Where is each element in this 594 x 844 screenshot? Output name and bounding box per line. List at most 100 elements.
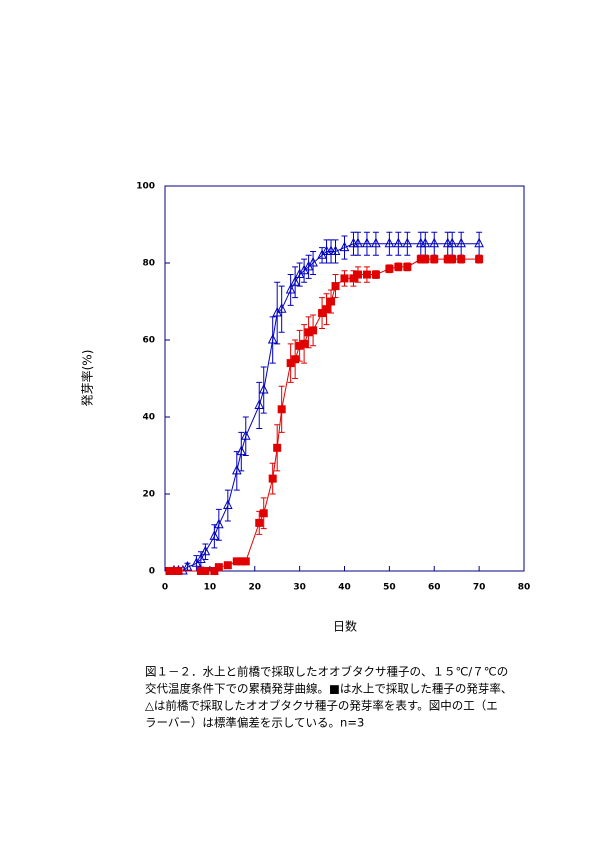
caption-line: △は前橋で採取したオオブタクサ種子の発芽率を表す。図中の工（エ xyxy=(145,699,498,713)
x-tick-label: 70 xyxy=(473,583,486,593)
marker xyxy=(384,237,395,248)
marker xyxy=(276,303,287,313)
error-bar xyxy=(305,254,312,279)
x-axis-title: 日数 xyxy=(333,619,357,634)
marker xyxy=(339,241,350,252)
y-tick-label: 60 xyxy=(142,336,155,346)
marker xyxy=(165,567,174,575)
marker xyxy=(209,530,220,540)
marker xyxy=(241,557,250,566)
marker xyxy=(403,262,412,271)
y-tick-label: 80 xyxy=(142,259,155,269)
error-bar xyxy=(372,231,379,256)
y-axis-title: 発芽率(%) xyxy=(80,350,95,407)
marker xyxy=(371,237,381,248)
marker xyxy=(285,283,296,294)
marker xyxy=(331,282,340,291)
marker xyxy=(327,297,336,306)
marker xyxy=(268,474,277,483)
x-tick-label: 80 xyxy=(518,583,531,593)
marker xyxy=(429,237,440,248)
marker xyxy=(443,255,452,264)
marker xyxy=(201,567,210,575)
error-bar xyxy=(404,231,411,256)
marker xyxy=(475,255,484,264)
marker xyxy=(402,237,413,248)
error-bar xyxy=(215,508,222,541)
marker xyxy=(291,355,300,364)
caption-line: 交代温度条件下での累積発芽曲線。■は水上で採取した種子の発芽率、 xyxy=(145,682,512,696)
marker xyxy=(182,561,193,571)
marker xyxy=(447,237,458,248)
marker xyxy=(286,359,295,368)
marker xyxy=(309,326,318,335)
error-bar xyxy=(395,231,402,256)
marker xyxy=(259,509,268,518)
marker xyxy=(421,255,430,264)
marker xyxy=(231,464,242,475)
error-bar xyxy=(274,281,281,345)
error-bar xyxy=(341,235,348,260)
y-tick-label: 100 xyxy=(136,182,155,192)
marker xyxy=(416,255,425,264)
y-tick-label: 0 xyxy=(149,567,155,577)
error-bar xyxy=(310,250,317,276)
marker xyxy=(322,305,331,314)
marker xyxy=(353,237,363,248)
marker xyxy=(394,262,403,271)
marker xyxy=(295,341,304,350)
x-tick-label: 60 xyxy=(428,583,441,593)
marker xyxy=(330,245,341,255)
marker xyxy=(456,237,466,248)
x-tick-label: 20 xyxy=(248,583,261,593)
marker xyxy=(214,563,223,572)
y-tick-label: 20 xyxy=(142,490,155,500)
marker xyxy=(362,270,371,279)
marker xyxy=(385,264,394,273)
marker xyxy=(255,518,264,527)
marker xyxy=(430,255,439,264)
marker xyxy=(304,328,313,337)
y-tick-label: 40 xyxy=(142,413,155,423)
marker xyxy=(254,399,265,409)
marker xyxy=(308,256,318,267)
marker xyxy=(196,567,205,575)
x-tick-label: 50 xyxy=(383,583,396,593)
error-bar xyxy=(354,231,361,256)
error-bar xyxy=(292,266,299,299)
marker xyxy=(277,405,286,414)
marker xyxy=(371,270,380,279)
error-bar xyxy=(269,316,276,364)
marker xyxy=(318,309,327,318)
marker xyxy=(353,270,362,279)
marker xyxy=(290,276,300,286)
marker xyxy=(300,339,309,348)
caption-line: ラーバー）は標準偏差を示している。n=3 xyxy=(145,716,364,730)
marker xyxy=(169,567,178,575)
x-tick-label: 30 xyxy=(293,583,306,593)
marker xyxy=(223,561,232,570)
error-bar xyxy=(256,381,263,430)
error-bar xyxy=(238,431,245,472)
marker xyxy=(210,567,219,575)
error-bar xyxy=(260,366,267,414)
error-bar xyxy=(301,258,308,283)
marker xyxy=(340,274,349,283)
marker xyxy=(196,553,206,563)
marker xyxy=(457,255,466,264)
marker xyxy=(267,333,278,344)
marker xyxy=(362,237,372,248)
marker xyxy=(237,557,246,566)
marker xyxy=(474,237,484,248)
error-bar xyxy=(287,274,294,306)
error-bar xyxy=(332,239,339,264)
marker xyxy=(232,557,241,566)
marker xyxy=(273,443,282,452)
marker xyxy=(240,430,251,440)
x-tick-label: 10 xyxy=(204,583,217,593)
marker xyxy=(200,545,211,556)
marker xyxy=(214,518,224,529)
marker xyxy=(236,445,247,456)
